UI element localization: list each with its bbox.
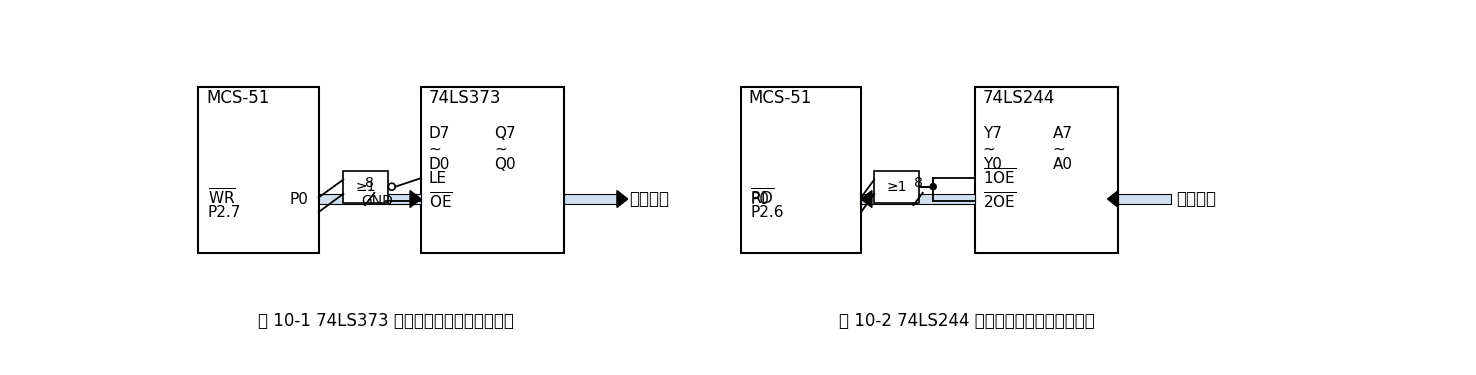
Text: Q7: Q7 <box>494 126 517 141</box>
Text: Y0: Y0 <box>983 157 1002 172</box>
Text: $\overline{\rm RD}$: $\overline{\rm RD}$ <box>750 188 775 207</box>
Text: LE: LE <box>428 171 447 186</box>
Polygon shape <box>1107 190 1119 207</box>
Circle shape <box>930 184 936 190</box>
Text: P0: P0 <box>750 192 769 207</box>
Text: ~: ~ <box>428 141 441 156</box>
Bar <box>421 87 564 253</box>
Text: GND: GND <box>362 194 393 208</box>
Polygon shape <box>410 190 421 207</box>
Text: 图 10-2 74LS244 扩展并行输入口电路原理图: 图 10-2 74LS244 扩展并行输入口电路原理图 <box>840 312 1095 330</box>
Text: MCS-51: MCS-51 <box>748 89 812 107</box>
Text: ≥1: ≥1 <box>356 180 376 194</box>
Text: A7: A7 <box>1052 126 1073 141</box>
Text: MCS-51: MCS-51 <box>207 89 270 107</box>
Bar <box>741 87 861 253</box>
Bar <box>874 171 920 203</box>
Text: 74LS244: 74LS244 <box>983 89 1055 107</box>
Text: P0: P0 <box>289 192 308 207</box>
Bar <box>1119 194 1170 204</box>
Text: P2.7: P2.7 <box>208 205 241 220</box>
Text: 输入设备: 输入设备 <box>1176 190 1216 208</box>
Bar <box>319 194 421 204</box>
Text: ≥1: ≥1 <box>887 180 906 194</box>
Text: 8: 8 <box>365 176 373 190</box>
Text: Q0: Q0 <box>494 157 517 172</box>
Text: P2.6: P2.6 <box>750 205 784 220</box>
Polygon shape <box>617 190 627 207</box>
Text: D7: D7 <box>428 126 450 141</box>
Text: 图 10-1 74LS373 扩展并行输出口电路原理图: 图 10-1 74LS373 扩展并行输出口电路原理图 <box>258 312 514 330</box>
Text: $\overline{\rm OE}$: $\overline{\rm OE}$ <box>428 191 452 211</box>
Text: 8: 8 <box>914 176 922 190</box>
Text: $\overline{\rm WR}$: $\overline{\rm WR}$ <box>208 188 236 207</box>
Text: D0: D0 <box>428 157 450 172</box>
Text: 74LS373: 74LS373 <box>428 89 502 107</box>
Text: $\overline{\rm 2OE}$: $\overline{\rm 2OE}$ <box>983 191 1015 211</box>
Bar <box>344 171 388 203</box>
Text: 输出设备: 输出设备 <box>629 190 669 208</box>
Bar <box>198 87 319 253</box>
Text: A0: A0 <box>1052 157 1073 172</box>
Bar <box>861 194 976 204</box>
Polygon shape <box>861 190 872 207</box>
Bar <box>564 194 617 204</box>
Text: ~: ~ <box>1052 141 1066 156</box>
Text: $\overline{\rm 1OE}$: $\overline{\rm 1OE}$ <box>983 168 1015 188</box>
Text: ~: ~ <box>494 141 508 156</box>
Text: ~: ~ <box>983 141 995 156</box>
Text: Y7: Y7 <box>983 126 1002 141</box>
Bar <box>976 87 1119 253</box>
